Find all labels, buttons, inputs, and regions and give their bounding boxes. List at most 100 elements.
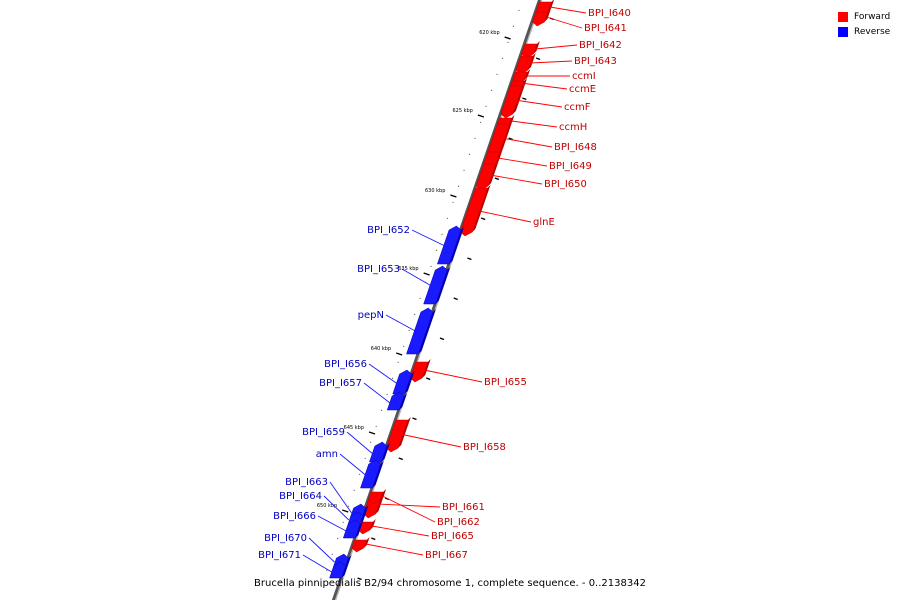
gene-label: BPI_I665 — [431, 531, 474, 542]
gene-shadow — [533, 41, 540, 54]
gene-label: BPI_I670 — [264, 533, 307, 544]
gene-shadow — [372, 461, 384, 488]
gene-label: BPI_I650 — [544, 179, 587, 190]
gene-shadow — [362, 505, 369, 518]
gene-label: ccmF — [564, 102, 591, 113]
gene-label: BPI_I649 — [549, 161, 592, 172]
scale-minor-tick — [320, 585, 322, 587]
scale-minor-tick — [430, 265, 432, 268]
gene-bpi_i656 — [392, 369, 412, 395]
scale-tick — [342, 509, 349, 513]
scale-tick — [395, 352, 403, 356]
gene-shadow — [345, 555, 352, 566]
gene-leader-line — [323, 495, 350, 521]
scale-minor-tick — [391, 377, 394, 380]
gene-label: BPI_I663 — [285, 477, 328, 488]
gene-label: BPI_I653 — [357, 264, 400, 275]
scale-minor-tick — [342, 521, 344, 523]
gene-leader-line — [346, 431, 374, 455]
gene-shadow — [404, 371, 415, 394]
gene-leader-line — [490, 174, 543, 185]
gene-shadow — [499, 121, 513, 152]
gene-label: glnE — [533, 217, 555, 228]
gene-leader-line — [329, 481, 352, 514]
gene-shadow — [341, 563, 349, 578]
gene-shadow — [495, 149, 503, 164]
gene-shadow — [363, 537, 370, 548]
scale-minor-tick — [386, 393, 388, 396]
scale-tick-label: 625 kbp — [452, 108, 472, 114]
scale-tick — [368, 431, 376, 435]
gene-label: BPI_I648 — [554, 142, 597, 153]
gene-label: BPI_I640 — [588, 8, 631, 19]
gene-bpi_i652 — [437, 225, 462, 265]
scale-minor-tick — [496, 73, 498, 76]
gene-label: ccmI — [572, 71, 596, 82]
scale-tick — [477, 114, 485, 118]
scale-marker — [494, 177, 500, 181]
scale-marker — [439, 337, 445, 341]
gene-shadow — [449, 227, 465, 264]
gene-leader-line — [501, 137, 553, 148]
gene-shadow — [522, 78, 528, 86]
gene-label: BPI_I667 — [425, 550, 468, 561]
scale-minor-tick — [364, 457, 366, 460]
scale-minor-tick — [347, 505, 350, 508]
scale-minor-tick — [512, 25, 515, 27]
gene-bpi_i671 — [329, 561, 346, 579]
scale-marker — [425, 377, 431, 381]
gene-shadow — [370, 519, 376, 530]
gene-leader-line — [524, 83, 568, 90]
gene-shadow — [547, 0, 554, 12]
scale-minor-tick — [501, 57, 504, 60]
gene-leader-line — [385, 314, 420, 334]
scale-marker — [357, 577, 362, 581]
gene-leader-line — [546, 16, 583, 29]
gene-bpi_i662 — [368, 491, 384, 505]
gene-shadow — [544, 9, 551, 22]
gene-label: BPI_I662 — [437, 517, 480, 528]
scale-minor-tick — [463, 169, 465, 172]
gene-bpi_i641 — [532, 11, 549, 27]
scale-minor-tick — [369, 441, 372, 444]
gene-leader-line — [368, 363, 398, 385]
gene-bpi_i658 — [385, 419, 409, 453]
scale-minor-tick — [479, 121, 482, 123]
scale-minor-tick — [402, 345, 405, 348]
gene-shadow — [360, 513, 366, 524]
scale-minor-tick — [413, 313, 416, 316]
scale-minor-tick — [353, 489, 355, 492]
gene-leader-line — [529, 60, 573, 64]
scale-minor-tick — [331, 553, 333, 555]
gene-label: amn — [316, 449, 338, 460]
scale-marker — [522, 97, 527, 101]
gene-shadow — [509, 115, 515, 124]
scale-minor-tick — [507, 41, 509, 44]
gene-label: BPI_I671 — [258, 550, 301, 561]
gene-shadow — [422, 359, 431, 378]
scale-minor-tick — [326, 569, 328, 571]
gene-leader-line — [377, 503, 441, 508]
gene-shadow — [527, 53, 536, 70]
reverse-swatch — [838, 26, 848, 37]
scale-minor-tick — [435, 249, 438, 252]
scale-marker — [412, 417, 417, 421]
gene-leader-line — [511, 120, 558, 128]
gene-label: BPI_I659 — [302, 427, 345, 438]
gene-leader-line — [363, 382, 391, 404]
scale-minor-tick — [457, 185, 460, 188]
gene-leader-line — [401, 268, 434, 288]
gene-label: BPI_I658 — [463, 442, 506, 453]
gene-shadow — [418, 309, 436, 354]
gene-shadow — [512, 83, 526, 114]
legend-label-reverse: Reverse — [854, 26, 891, 37]
scale-marker — [535, 57, 541, 61]
scale-minor-tick — [468, 153, 471, 156]
gene-label: BPI_I657 — [319, 378, 362, 389]
scale-marker — [508, 137, 513, 141]
gene-label: BPI_I666 — [273, 511, 316, 522]
scale-tick-label: 620 kbp — [479, 30, 499, 36]
gene-leader-line — [365, 543, 424, 556]
gene-bpi_i653 — [423, 265, 448, 305]
gene-shadow — [381, 443, 390, 462]
